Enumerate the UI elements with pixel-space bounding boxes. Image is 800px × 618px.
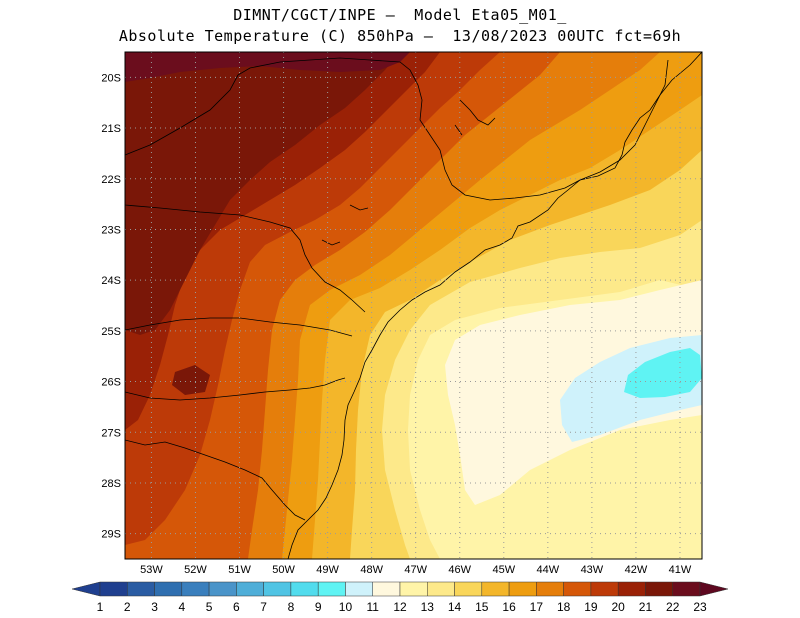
latitude-labels: 20S 21S 22S 23S 24S 25S 26S 27S 28S 29S (101, 72, 121, 540)
color-bar-swatch (127, 581, 155, 597)
color-bar-label: 19 (584, 600, 598, 614)
color-bar-swatch (699, 581, 729, 597)
lat-label: 29S (101, 529, 121, 541)
color-bar-label: 18 (557, 600, 571, 614)
lat-label: 21S (101, 123, 121, 135)
map-frame (124, 51, 703, 560)
temperature-field (125, 52, 702, 559)
color-bar-label: 13 (421, 600, 435, 614)
color-bar-swatch (617, 581, 646, 597)
color-bar-swatch (317, 581, 346, 597)
color-bar-swatch (372, 581, 401, 597)
country-border-west (125, 439, 306, 521)
field-23 (125, 52, 410, 82)
color-bar-swatch (508, 581, 537, 597)
map-grid (125, 52, 702, 559)
color-bar-swatch (672, 581, 701, 597)
field-10 (624, 348, 702, 398)
color-bar-label: 7 (260, 600, 267, 614)
lon-label: 43W (581, 564, 604, 576)
color-bar-swatch (71, 581, 101, 597)
lon-label: 53W (140, 564, 163, 576)
state-border-sc-rs (125, 377, 346, 401)
color-bar-swatch (645, 581, 673, 597)
lat-label: 26S (101, 377, 121, 389)
color-bar-swatch (454, 581, 483, 597)
color-bar-label: 22 (666, 600, 680, 614)
color-bar-label: 9 (315, 600, 322, 614)
color-bar-swatch (154, 581, 183, 597)
lon-label: 51W (228, 564, 251, 576)
color-bar-label: 5 (206, 600, 213, 614)
map-title-line2: Absolute Temperature (C) 850hPa – 13/08/… (118, 27, 682, 45)
color-bar-swatch (345, 581, 373, 597)
color-bar-label: 2 (124, 600, 131, 614)
color-bar-label: 6 (233, 600, 240, 614)
color-bar-label: 16 (502, 600, 516, 614)
lon-label: 46W (448, 564, 471, 576)
color-bar-label: 11 (366, 600, 379, 614)
color-bar-swatch (290, 581, 319, 597)
color-bar-swatch (208, 581, 237, 597)
field-22 (125, 52, 400, 335)
lat-label: 22S (101, 174, 121, 186)
color-bar-label: 3 (151, 600, 158, 614)
color-bar-swatch (181, 581, 210, 597)
lat-label: 27S (101, 427, 121, 439)
lat-label: 25S (101, 326, 121, 338)
lat-label: 28S (101, 478, 121, 490)
color-bar: 1 2 3 4 5 6 7 8 9 10 11 12 13 14 15 16 17 18 19 20 21 22 23 (71, 581, 729, 614)
color-bar-label: 1 (97, 600, 104, 614)
color-bar-label: 20 (612, 600, 626, 614)
lon-label: 52W (184, 564, 207, 576)
lon-label: 44W (537, 564, 560, 576)
color-bar-label: 12 (393, 600, 407, 614)
lon-label: 45W (492, 564, 515, 576)
color-bar-label: 8 (288, 600, 295, 614)
color-bar-swatch (263, 581, 292, 597)
color-bar-swatch (399, 581, 428, 597)
color-bar-swatch (563, 581, 592, 597)
color-bar-swatch (236, 581, 264, 597)
color-bar-swatch (427, 581, 455, 597)
color-bar-label: 21 (639, 600, 653, 614)
color-bar-label: 17 (530, 600, 544, 614)
color-bar-label: 4 (178, 600, 185, 614)
longitude-labels: 53W 52W 51W 50W 49W 48W 47W 46W 45W 44W 43W 42W 41W (140, 564, 692, 576)
color-bar-swatch (99, 581, 128, 597)
state-border-sp-mg (125, 57, 581, 201)
lat-label: 24S (101, 275, 121, 287)
lon-label: 49W (316, 564, 339, 576)
lake-lines (321, 99, 496, 246)
color-bar-label: 23 (693, 600, 707, 614)
coast-line (287, 52, 702, 559)
state-border-mg-rj (579, 59, 669, 181)
lat-label: 23S (101, 224, 121, 236)
color-bar-label: 15 (475, 600, 489, 614)
lon-label: 42W (625, 564, 648, 576)
color-bar-swatch (536, 581, 564, 597)
lat-label: 20S (101, 72, 121, 84)
lon-label: 47W (404, 564, 427, 576)
lon-label: 48W (360, 564, 383, 576)
map-title-line1: DIMNT/CGCT/INPE – Model Eta05_M01_ (233, 6, 567, 24)
state-border-sp-pr (125, 204, 366, 313)
lon-label: 41W (669, 564, 692, 576)
field-22-patch (172, 365, 210, 395)
color-bar-label: 14 (448, 600, 462, 614)
color-bar-label: 10 (339, 600, 353, 614)
color-bar-swatch (481, 581, 510, 597)
color-bar-swatch (590, 581, 619, 597)
lon-label: 50W (272, 564, 295, 576)
